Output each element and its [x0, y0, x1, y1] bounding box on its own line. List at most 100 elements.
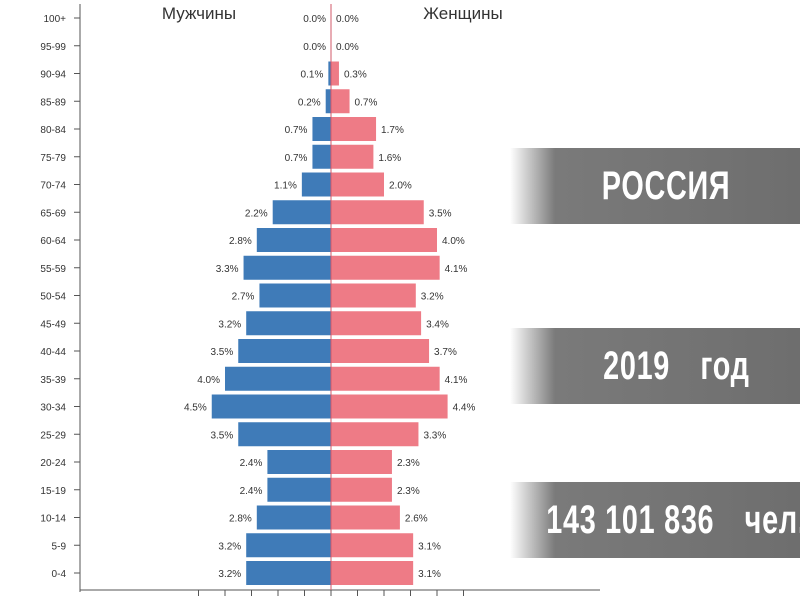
age-group-label: 5-9: [52, 541, 67, 552]
female-bar: [331, 200, 424, 225]
female-value-label: 0.0%: [336, 42, 359, 53]
female-value-label: 2.3%: [397, 458, 420, 469]
female-value-label: 4.1%: [445, 264, 468, 275]
female-bar: [331, 228, 437, 252]
male-bar: [272, 200, 331, 225]
male-bar: [211, 394, 331, 419]
male-value-label: 0.1%: [301, 70, 324, 81]
female-value-label: 0.3%: [344, 70, 367, 81]
female-bar: [331, 339, 430, 363]
male-value-label: 1.1%: [274, 181, 297, 192]
age-group-label: 85-89: [40, 97, 66, 108]
female-value-label: 1.7%: [381, 125, 404, 136]
age-group-label: 65-69: [40, 208, 66, 219]
female-bar: [331, 255, 440, 280]
male-value-label: 0.0%: [303, 42, 326, 53]
country-banner: РОССИЯ: [510, 148, 800, 224]
male-value-label: 2.2%: [245, 208, 268, 219]
population-unit: чел.: [744, 497, 800, 542]
female-value-label: 3.1%: [418, 569, 441, 580]
age-group-label: 60-64: [40, 236, 66, 247]
female-bar: [331, 311, 422, 336]
male-bar: [267, 450, 331, 474]
age-group-label: 50-54: [40, 292, 66, 303]
male-bar: [301, 172, 331, 197]
age-group-label: 95-99: [40, 42, 66, 53]
female-value-label: 4.0%: [442, 236, 465, 247]
female-value-label: 3.3%: [423, 430, 446, 441]
male-bar: [256, 505, 331, 530]
male-value-label: 3.3%: [216, 264, 239, 275]
male-value-label: 3.2%: [218, 569, 241, 580]
female-bar: [331, 172, 384, 197]
age-group-label: 55-59: [40, 264, 66, 275]
female-value-label: 2.6%: [405, 514, 428, 525]
female-bar: [331, 477, 392, 502]
age-group-label: 10-14: [40, 514, 66, 525]
male-value-label: 0.7%: [285, 153, 308, 164]
male-value-label: 4.5%: [184, 403, 207, 414]
year-number: 2019: [603, 343, 671, 388]
age-group-label: 25-29: [40, 430, 66, 441]
female-bar: [331, 422, 419, 447]
female-value-label: 0.7%: [355, 97, 378, 108]
male-bar: [246, 533, 331, 558]
female-value-label: 2.0%: [389, 181, 412, 192]
year-banner: 2019 год: [510, 328, 800, 404]
female-value-label: 0.0%: [336, 14, 359, 25]
population-number: 143 101 836: [546, 497, 715, 542]
female-value-label: 1.6%: [378, 153, 401, 164]
female-bar: [331, 144, 374, 169]
male-bar: [225, 366, 331, 391]
male-bar: [238, 339, 331, 363]
female-value-label: 3.1%: [418, 541, 441, 552]
female-value-label: 3.2%: [421, 292, 444, 303]
female-bar: [331, 450, 392, 474]
legend-female: Женщины: [423, 4, 502, 23]
male-bar: [312, 144, 331, 169]
female-bar: [331, 505, 400, 530]
female-bar: [331, 117, 377, 141]
age-group-label: 70-74: [40, 181, 66, 192]
male-value-label: 2.4%: [240, 458, 263, 469]
female-value-label: 3.4%: [426, 319, 449, 330]
population-banner: 143 101 836 чел.: [510, 482, 800, 558]
age-group-label: 15-19: [40, 486, 66, 497]
female-bar: [331, 61, 339, 86]
male-bar: [238, 422, 331, 447]
legend-male: Мужчины: [162, 4, 236, 23]
male-value-label: 3.5%: [210, 347, 233, 358]
male-bar: [267, 477, 331, 502]
male-bar: [243, 255, 331, 280]
male-value-label: 3.2%: [218, 319, 241, 330]
year-unit: год: [700, 343, 750, 388]
male-value-label: 2.4%: [240, 486, 263, 497]
female-value-label: 4.4%: [453, 403, 476, 414]
female-bar: [331, 283, 416, 308]
male-bar: [259, 283, 331, 308]
age-group-label: 35-39: [40, 375, 66, 386]
male-value-label: 3.5%: [210, 430, 233, 441]
age-group-label: 30-34: [40, 403, 66, 414]
female-value-label: 4.1%: [445, 375, 468, 386]
male-value-label: 2.7%: [232, 292, 255, 303]
female-bar: [331, 89, 350, 114]
female-bar: [331, 533, 414, 558]
age-group-label: 80-84: [40, 125, 66, 136]
female-bar: [331, 366, 440, 391]
male-value-label: 0.7%: [285, 125, 308, 136]
age-group-label: 75-79: [40, 153, 66, 164]
male-value-label: 2.8%: [229, 236, 252, 247]
male-bar: [328, 61, 331, 86]
year-label: 2019 год: [560, 344, 750, 389]
male-bar: [246, 311, 331, 336]
male-value-label: 0.2%: [298, 97, 321, 108]
female-bar: [331, 561, 414, 585]
male-bar: [325, 89, 331, 114]
male-bar: [312, 117, 331, 141]
age-group-label: 45-49: [40, 319, 66, 330]
population-label: 143 101 836 чел.: [503, 498, 800, 543]
male-bar: [256, 228, 331, 252]
age-group-label: 20-24: [40, 458, 66, 469]
